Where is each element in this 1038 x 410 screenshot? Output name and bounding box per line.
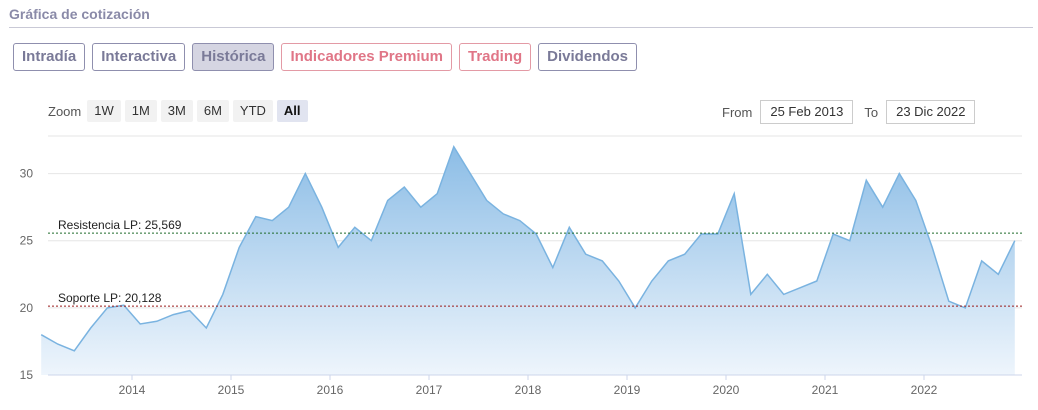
x-tick-label: 2017 (416, 383, 443, 397)
y-tick-label: 20 (20, 301, 34, 315)
tab-interactiva[interactable]: Interactiva (92, 43, 186, 71)
x-tick-label: 2018 (515, 383, 542, 397)
zoom-1m-button[interactable]: 1M (124, 100, 157, 122)
chart-tabs: Intradía Interactiva Histórica Indicadores … (13, 43, 638, 71)
price-area (41, 146, 1015, 375)
zoom-ytd-button[interactable]: YTD (232, 100, 273, 122)
resistance-label: Resistencia LP: 25,569 (58, 218, 182, 232)
y-tick-label: 15 (20, 368, 34, 382)
tab-indicadores-premium[interactable]: Indicadores Premium (281, 43, 452, 71)
x-tick-label: 2020 (713, 383, 740, 397)
x-tick-label: 2021 (812, 383, 839, 397)
x-tick-label: 2019 (614, 383, 641, 397)
tab-hist-rica[interactable]: Histórica (192, 43, 275, 71)
zoom-all-button[interactable]: All (276, 100, 308, 122)
title-divider (9, 27, 1033, 28)
zoom-6m-button[interactable]: 6M (196, 100, 229, 122)
to-date-input[interactable]: 23 Dic 2022 (886, 100, 976, 124)
x-tick-label: 2016 (317, 383, 344, 397)
tab-trading[interactable]: Trading (459, 43, 532, 71)
zoom-3m-button[interactable]: 3M (160, 100, 193, 122)
x-tick-label: 2015 (218, 383, 245, 397)
price-line (40, 144, 1016, 352)
tab-intrad-a[interactable]: Intradía (13, 43, 86, 71)
zoom-label: Zoom (48, 103, 82, 119)
y-tick-label: 30 (20, 167, 34, 181)
from-date-input[interactable]: 25 Feb 2013 (760, 100, 854, 124)
zoom-controls: Zoom 1W 1M 3M 6M YTD All (48, 100, 308, 122)
from-label: From (722, 104, 753, 120)
zoom-1w-button[interactable]: 1W (87, 100, 121, 122)
support-label: Soporte LP: 20,128 (58, 291, 162, 305)
x-tick-label: 2014 (119, 383, 146, 397)
to-label: To (864, 104, 879, 120)
x-tick-label: 2022 (911, 383, 938, 397)
tab-dividendos[interactable]: Dividendos (538, 43, 638, 71)
page-title: Gráfica de cotización (9, 6, 150, 22)
date-range: From 25 Feb 2013 To 23 Dic 2022 (722, 100, 976, 124)
y-tick-label: 25 (20, 234, 34, 248)
